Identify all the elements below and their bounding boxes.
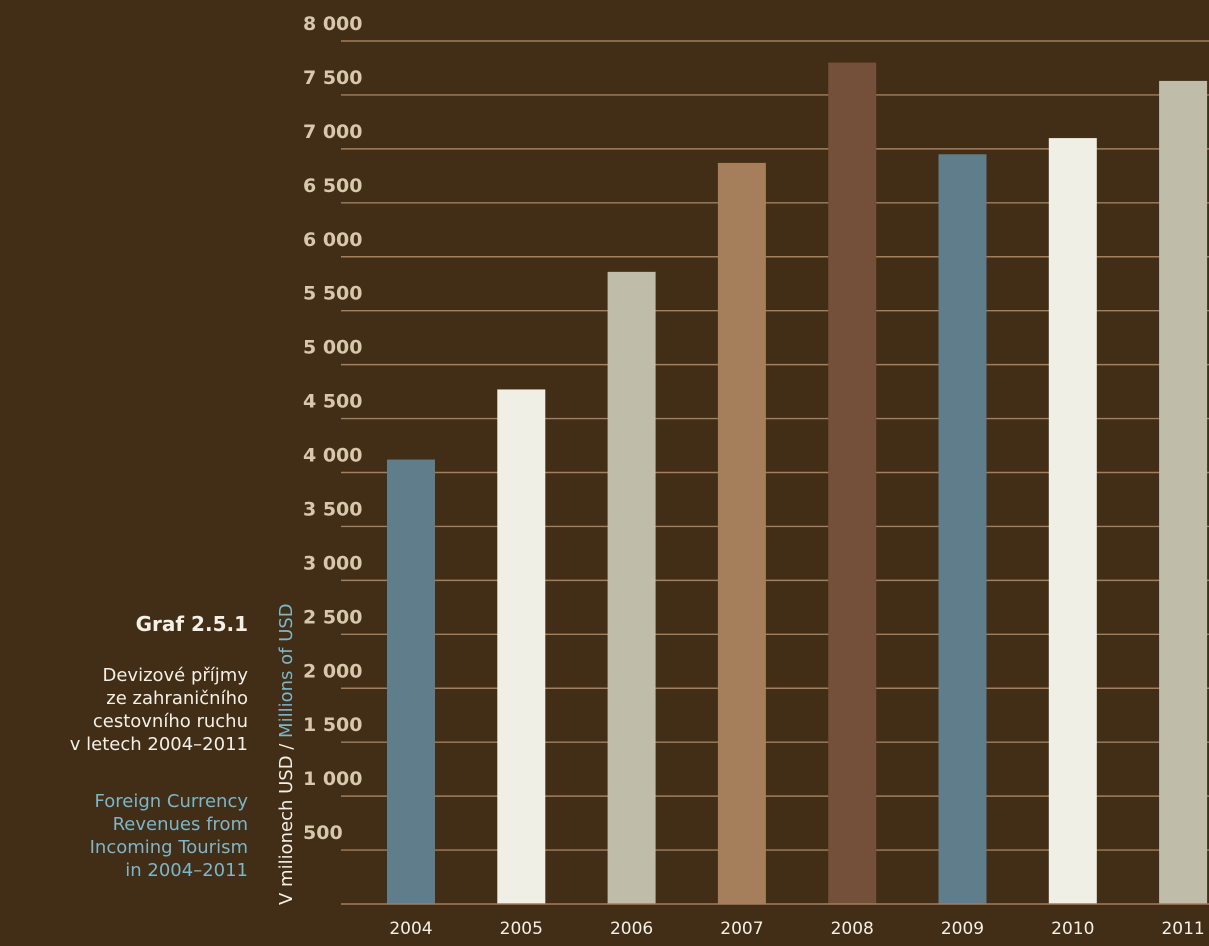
y-tick-label: 6 000 bbox=[303, 229, 363, 251]
y-tick-label: 4 500 bbox=[303, 391, 363, 413]
bar-2005 bbox=[497, 389, 546, 904]
chart-title-czech: Devizové příjmy ze zahraničního cestovní… bbox=[0, 664, 248, 756]
y-tick-label: 5 500 bbox=[303, 283, 363, 305]
y-tick-label: 4 000 bbox=[303, 445, 363, 467]
bar-2011 bbox=[1159, 80, 1208, 904]
y-tick-label: 1 500 bbox=[303, 714, 363, 736]
bar-2010 bbox=[1048, 138, 1097, 904]
title-cs-line: cestovního ruchu bbox=[92, 711, 248, 732]
bar-2009 bbox=[938, 154, 987, 905]
x-tick-label: 2006 bbox=[610, 919, 653, 939]
x-tick-label: 2005 bbox=[500, 919, 543, 939]
x-tick-label: 2011 bbox=[1161, 919, 1204, 939]
bar-2004 bbox=[387, 459, 435, 904]
y-tick-label: 6 500 bbox=[303, 175, 363, 197]
y-axis-label-czech: V milionech USD / bbox=[276, 738, 297, 905]
bar-2008 bbox=[828, 62, 877, 904]
bar-2007 bbox=[717, 162, 766, 904]
y-tick-label: 3 500 bbox=[303, 498, 363, 520]
x-tick-label: 2004 bbox=[389, 919, 432, 939]
title-en-line: Incoming Tourism bbox=[89, 837, 248, 858]
y-tick-label: 7 500 bbox=[303, 67, 363, 89]
x-axis-ticks: 2004 2005 2006 2007 2008 2009 2010 2011 bbox=[389, 919, 1204, 939]
x-tick-label: 2009 bbox=[941, 919, 984, 939]
y-tick-label: 5 000 bbox=[303, 337, 363, 359]
title-cs-line: v letech 2004–2011 bbox=[69, 734, 248, 755]
x-tick-label: 2010 bbox=[1051, 919, 1094, 939]
title-en-line: Foreign Currency bbox=[94, 791, 248, 812]
y-tick-label: 500 bbox=[303, 822, 343, 844]
y-axis-label: V milionech USD / Millions of USD bbox=[276, 603, 297, 905]
y-tick-label: 3 000 bbox=[303, 552, 363, 574]
y-tick-label: 2 000 bbox=[303, 660, 363, 682]
bar-2006 bbox=[607, 271, 656, 904]
chart-title-english: Foreign Currency Revenues from Incoming … bbox=[0, 790, 248, 882]
chart-label: Graf 2.5.1 bbox=[135, 612, 248, 636]
y-axis-label-english: Millions of USD bbox=[276, 603, 297, 738]
bars bbox=[387, 62, 1208, 905]
y-tick-label: 8 000 bbox=[303, 13, 363, 35]
y-tick-label: 7 000 bbox=[303, 121, 363, 143]
y-tick-label: 2 500 bbox=[303, 606, 363, 628]
x-tick-label: 2007 bbox=[720, 919, 763, 939]
title-cs-line: Devizové příjmy bbox=[102, 665, 248, 686]
title-cs-line: ze zahraničního bbox=[106, 688, 248, 709]
title-en-line: in 2004–2011 bbox=[125, 860, 248, 881]
y-axis-ticks: 500 1 000 1 500 2 000 2 500 3 000 3 500 4 000 4 … bbox=[303, 13, 363, 844]
y-tick-label: 1 000 bbox=[303, 768, 363, 790]
title-en-line: Revenues from bbox=[112, 814, 248, 835]
x-tick-label: 2008 bbox=[831, 919, 874, 939]
